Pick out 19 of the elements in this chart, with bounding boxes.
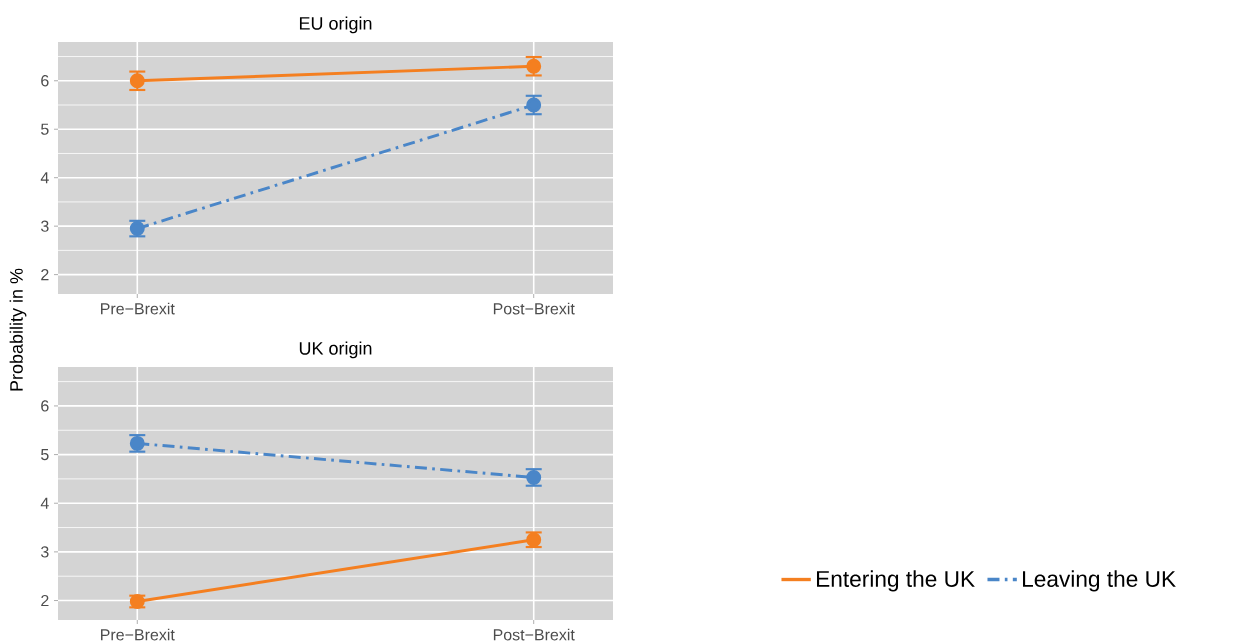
y-tick-label: 2 [41, 269, 49, 281]
x-tick-label: Pre−Brexit [101, 628, 175, 641]
x-tick-label: Post−Brexit [493, 628, 575, 641]
y-tick-label: 6 [41, 400, 49, 412]
x-tick-label: Pre−Brexit [101, 302, 175, 315]
y-tick-label: 3 [41, 220, 49, 232]
y-axis-title: Probability in % [9, 268, 27, 391]
legend-label: Leaving the UK [1023, 570, 1176, 592]
y-tick-label: 2 [41, 594, 49, 607]
legend-label: Entering the UK [816, 570, 975, 592]
y-tick-label: 3 [41, 546, 49, 558]
y-tick-label: 5 [41, 123, 49, 135]
y-tick-label: 4 [40, 172, 49, 184]
y-tick-label: 4 [40, 497, 49, 509]
y-tick-label: 5 [41, 449, 49, 461]
y-tick-label: 6 [41, 75, 49, 87]
chart-title: EU origin [299, 16, 372, 34]
x-tick-label: Post−Brexit [493, 302, 575, 315]
chart-title: UK origin [299, 341, 372, 359]
